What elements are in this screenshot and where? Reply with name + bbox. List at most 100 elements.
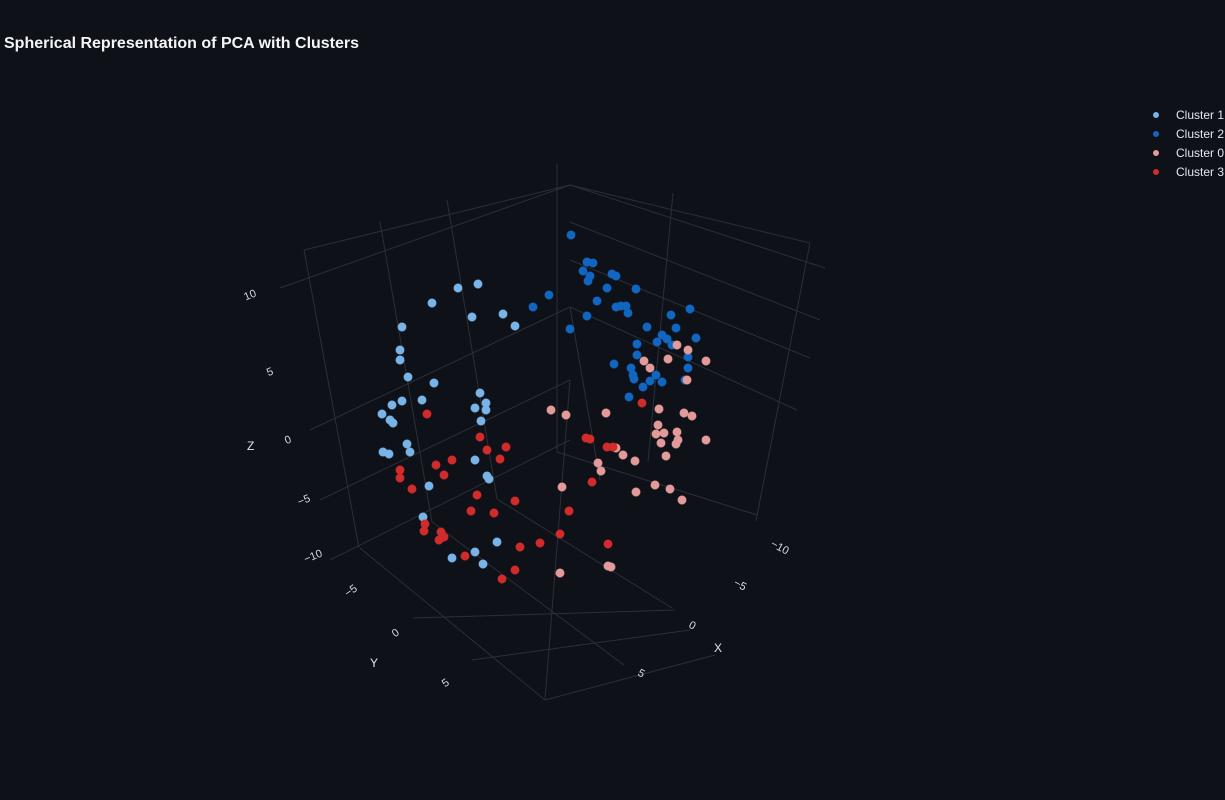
data-point[interactable] xyxy=(481,405,491,415)
data-point[interactable] xyxy=(565,324,575,334)
data-point[interactable] xyxy=(679,408,689,418)
data-point[interactable] xyxy=(417,395,427,405)
data-point[interactable] xyxy=(663,354,673,364)
data-point[interactable] xyxy=(501,442,511,452)
data-point[interactable] xyxy=(467,312,477,322)
data-point[interactable] xyxy=(510,321,520,331)
data-point[interactable] xyxy=(544,290,554,300)
data-point[interactable] xyxy=(395,473,405,483)
data-point[interactable] xyxy=(638,382,648,392)
data-point[interactable] xyxy=(564,506,574,516)
data-point[interactable] xyxy=(624,392,634,402)
data-point[interactable] xyxy=(424,481,434,491)
data-point[interactable] xyxy=(387,400,397,410)
data-point[interactable] xyxy=(484,474,494,484)
data-point[interactable] xyxy=(470,547,480,557)
data-point[interactable] xyxy=(470,455,480,465)
data-point[interactable] xyxy=(555,529,565,539)
data-point[interactable] xyxy=(585,434,595,444)
data-point[interactable] xyxy=(495,454,505,464)
data-point[interactable] xyxy=(691,333,701,343)
data-point[interactable] xyxy=(475,432,485,442)
data-point[interactable] xyxy=(603,539,613,549)
data-point[interactable] xyxy=(475,388,485,398)
legend-item[interactable]: Cluster 1 xyxy=(1148,105,1225,124)
data-point[interactable] xyxy=(608,442,618,452)
data-point[interactable] xyxy=(473,279,483,289)
legend-item[interactable]: Cluster 0 xyxy=(1148,143,1225,162)
data-point[interactable] xyxy=(434,535,444,545)
data-point[interactable] xyxy=(377,409,387,419)
data-point[interactable] xyxy=(447,553,457,563)
data-point[interactable] xyxy=(489,508,499,518)
data-point[interactable] xyxy=(657,377,667,387)
data-point[interactable] xyxy=(651,370,661,380)
data-point[interactable] xyxy=(629,374,639,384)
data-point[interactable] xyxy=(427,298,437,308)
data-point[interactable] xyxy=(665,484,675,494)
data-point[interactable] xyxy=(582,311,592,321)
data-point[interactable] xyxy=(602,283,612,293)
data-point[interactable] xyxy=(666,310,676,320)
data-point[interactable] xyxy=(528,302,538,312)
legend-item[interactable]: Cluster 3 xyxy=(1148,162,1225,181)
data-point[interactable] xyxy=(631,487,641,497)
data-point[interactable] xyxy=(395,345,405,355)
data-point[interactable] xyxy=(671,439,681,449)
data-point[interactable] xyxy=(535,538,545,548)
data-point[interactable] xyxy=(388,418,398,428)
data-point[interactable] xyxy=(460,551,470,561)
data-point[interactable] xyxy=(498,309,508,319)
data-point[interactable] xyxy=(422,409,432,419)
data-point[interactable] xyxy=(510,496,520,506)
data-point[interactable] xyxy=(583,276,593,286)
data-point[interactable] xyxy=(645,376,655,386)
data-point[interactable] xyxy=(654,404,664,414)
data-point[interactable] xyxy=(685,304,695,314)
data-point[interactable] xyxy=(618,450,628,460)
data-point[interactable] xyxy=(515,542,525,552)
data-point[interactable] xyxy=(492,537,502,547)
data-point[interactable] xyxy=(682,375,692,385)
data-point[interactable] xyxy=(407,484,417,494)
legend-item[interactable]: Cluster 2 xyxy=(1148,124,1225,143)
data-point[interactable] xyxy=(683,345,693,355)
data-point[interactable] xyxy=(653,420,663,430)
legend[interactable]: Cluster 1 Cluster 2 Cluster 0 Cluster 3 xyxy=(1148,105,1225,181)
data-point[interactable] xyxy=(555,568,565,578)
data-point[interactable] xyxy=(453,283,463,293)
data-point[interactable] xyxy=(677,495,687,505)
data-point[interactable] xyxy=(470,403,480,413)
data-point[interactable] xyxy=(623,308,633,318)
data-point[interactable] xyxy=(652,337,662,347)
data-point[interactable] xyxy=(592,296,602,306)
data-point[interactable] xyxy=(478,559,488,569)
data-point[interactable] xyxy=(596,466,606,476)
data-point[interactable] xyxy=(395,465,405,475)
data-point[interactable] xyxy=(472,490,482,500)
data-point[interactable] xyxy=(661,451,671,461)
data-point[interactable] xyxy=(659,428,669,438)
data-point[interactable] xyxy=(510,565,520,575)
data-point[interactable] xyxy=(671,323,681,333)
data-point[interactable] xyxy=(395,355,405,365)
data-point[interactable] xyxy=(656,438,666,448)
data-point[interactable] xyxy=(403,372,413,382)
data-point[interactable] xyxy=(632,350,642,360)
data-point[interactable] xyxy=(645,363,655,373)
data-point[interactable] xyxy=(601,408,611,418)
data-point[interactable] xyxy=(546,405,556,415)
data-point[interactable] xyxy=(578,266,588,276)
data-point[interactable] xyxy=(672,427,682,437)
data-point[interactable] xyxy=(631,284,641,294)
data-point[interactable] xyxy=(683,363,693,373)
data-point[interactable] xyxy=(650,480,660,490)
data-point[interactable] xyxy=(566,230,576,240)
data-point[interactable] xyxy=(447,455,457,465)
data-point[interactable] xyxy=(672,340,682,350)
data-point[interactable] xyxy=(482,445,492,455)
data-point[interactable] xyxy=(637,398,647,408)
data-point[interactable] xyxy=(466,506,476,516)
data-point[interactable] xyxy=(476,416,486,426)
